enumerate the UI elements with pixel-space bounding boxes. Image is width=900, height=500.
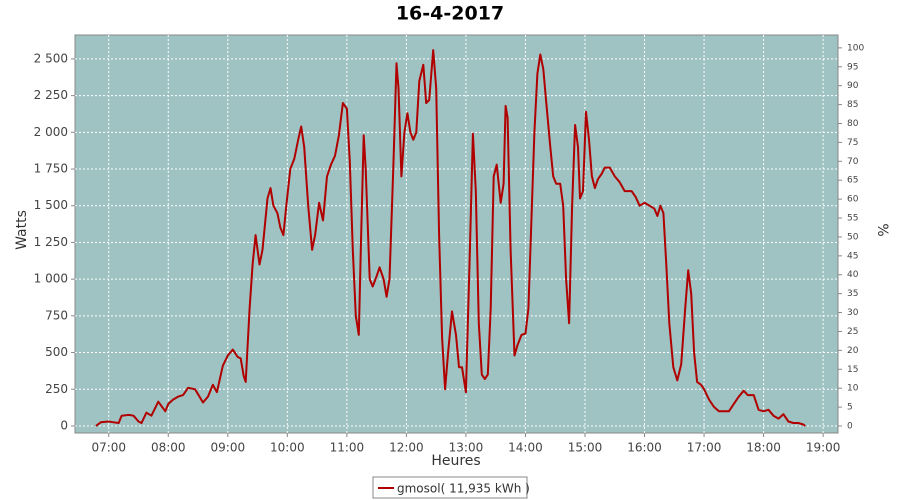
y-tick-label: 2 250 [34,88,68,102]
x-tick-label: 15:00 [568,441,603,455]
y2-tick-label: 30 [847,308,859,318]
y2-tick-label: 90 [847,81,859,91]
chart-title: 16-4-2017 [396,3,504,25]
legend-box [372,476,528,499]
y2-tick-label: 25 [847,327,858,337]
y2-tick-label: 5 [847,403,853,413]
y2-tick-label: 75 [847,138,858,148]
data-line [95,49,806,427]
y-tick-label: 0 [60,418,68,432]
x-tick-label: 16:00 [627,441,662,455]
y2-tick-label: 45 [847,251,858,261]
y2-tick-label: 40 [847,270,859,280]
y2-tick-label: 65 [847,176,858,186]
x-tick-label: 07:00 [91,441,126,455]
y2-tick-label: 0 [847,422,853,432]
x-tick-label: 14:00 [508,441,543,455]
y2-tick-label: 85 [847,100,858,110]
y2-tick-label: 20 [847,346,859,356]
x-tick-label: 17:00 [687,441,722,455]
y2-tick-label: 35 [847,289,858,299]
x-tick-label: 19:00 [806,441,841,455]
x-tick-label: 13:00 [449,441,484,455]
x-tick-label: 10:00 [270,441,305,455]
y2-tick-label: 100 [847,43,864,53]
x-tick-label: 08:00 [151,441,186,455]
plot-area [74,34,839,434]
y-tick-label: 2 500 [34,51,68,65]
y2-tick-label: 70 [847,157,859,167]
y-tick-label: 1 000 [34,272,68,286]
y-tick-label: 500 [45,345,68,359]
y-tick-label: 750 [45,308,68,322]
y-tick-label: 1 250 [34,235,68,249]
y2-tick-label: 55 [847,214,858,224]
y2-tick-label: 95 [847,62,858,72]
y-tick-label: 1 500 [34,198,68,212]
x-axis-title: Heures [431,453,480,469]
x-tick-label: 12:00 [389,441,424,455]
y2-tick-label: 50 [847,232,859,242]
y2-axis-title: % [874,223,890,236]
x-tick-label: 11:00 [330,441,365,455]
y2-tick-label: 80 [847,119,859,129]
legend-label: gmosol( 11,935 kWh ) [397,482,530,496]
x-tick-label: 18:00 [746,441,781,455]
y-tick-label: 1 750 [34,162,68,176]
y2-tick-label: 10 [847,384,859,394]
y-tick-label: 250 [45,382,68,396]
x-tick-label: 09:00 [211,441,246,455]
y-axis-title: Watts [14,210,30,250]
y2-tick-label: 60 [847,195,859,205]
y-tick-label: 2 000 [34,125,68,139]
y2-tick-label: 15 [847,365,858,375]
